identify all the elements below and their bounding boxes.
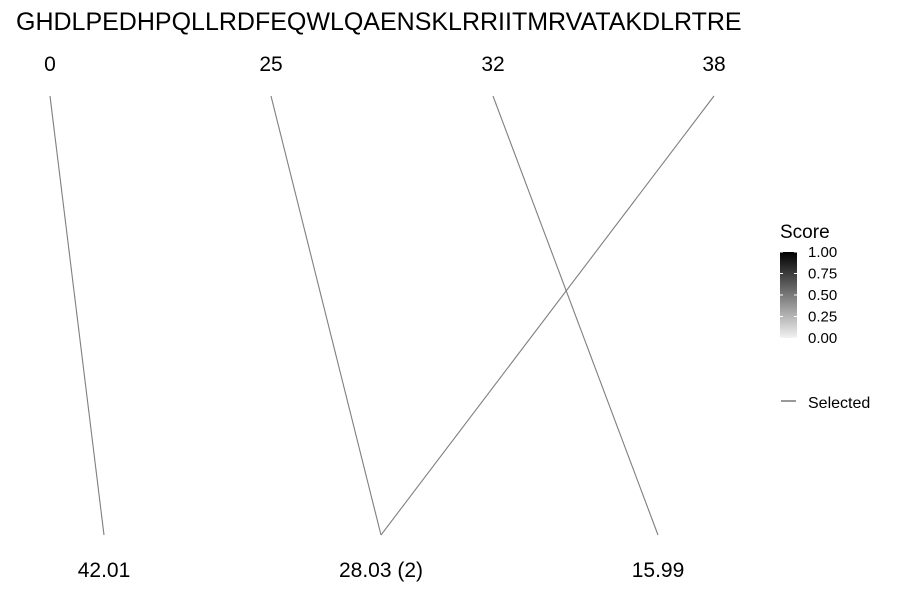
- top-labels: 0 25 32 38: [44, 53, 726, 76]
- sequence-title: GHDLPEDHPQLLRDFEQWLQAENSKLRRIITMRVATAKDL…: [16, 8, 742, 36]
- bottom-value-label: 28.03 (2): [339, 559, 423, 582]
- legend-title: Score: [780, 222, 830, 243]
- legend-tick-label: 0.25: [808, 309, 837, 326]
- bottom-value-label: 42.01: [78, 559, 131, 582]
- link-line: [49, 95, 105, 536]
- legend-tick-label: 0.50: [808, 287, 837, 304]
- legend-tick-label: 0.75: [808, 266, 837, 283]
- legend-tick-label: 0.00: [808, 330, 837, 347]
- selected-legend-label: Selected: [808, 395, 870, 412]
- legend-tick-label: 1.00: [808, 244, 837, 261]
- bottom-labels: 42.01 28.03 (2) 15.99: [78, 559, 685, 582]
- top-position-label: 32: [481, 53, 504, 76]
- top-position-label: 25: [259, 53, 282, 76]
- top-position-label: 0: [44, 53, 56, 76]
- link-line: [380, 95, 715, 536]
- links: [49, 95, 715, 536]
- link-line: [270, 95, 382, 536]
- legend-ticks: 1.00 0.75 0.50 0.25 0.00: [780, 244, 837, 347]
- link-line: [492, 95, 659, 536]
- top-position-label: 38: [702, 53, 725, 76]
- legend: Score 1.00 0.75 0.50 0.25 0.00 Selected: [780, 222, 870, 412]
- bottom-value-label: 15.99: [632, 559, 685, 582]
- score-colorbar: [780, 252, 797, 338]
